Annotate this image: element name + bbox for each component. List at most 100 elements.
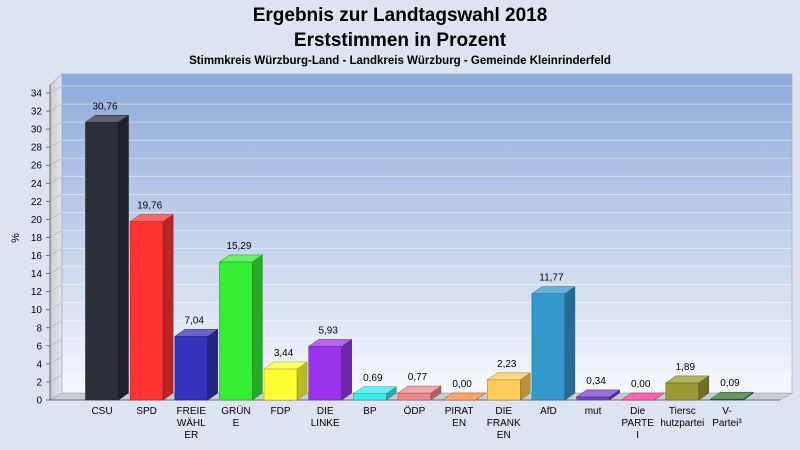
bar [486,372,532,401]
bar-front [219,261,253,401]
bar-top [441,392,487,401]
bar-top [531,286,576,294]
gridline-wall [49,121,63,130]
gridline-wall [49,194,63,202]
category-label: EN [452,418,466,429]
category-label: Die [630,406,645,417]
value-label: 1,89 [676,362,696,373]
chart-subtitle: Stimmkreis Würzburg-Land - Landkreis Wür… [189,55,611,67]
bar-front [487,379,521,401]
y-tick-label: 24 [31,179,43,190]
category-label: BP [363,406,377,417]
value-label: 7,04 [185,315,205,326]
gridline-wall [49,103,63,112]
bar-top [129,214,174,222]
category-label: V- [722,406,731,417]
gridline-wall [49,266,63,274]
gridline-wall [49,374,63,383]
bar-front [263,368,298,401]
bar-top [307,339,353,347]
y-tick-label: 26 [31,161,43,172]
category-label: SPD [136,406,157,417]
value-label: 5,93 [318,325,338,336]
category-label: LINKE [311,418,340,429]
bar-top [352,386,398,395]
category-label: hutzpartei [660,418,704,429]
bar-top [486,372,532,381]
bar-front [576,396,610,401]
bar-front [85,122,119,401]
gridline-wall [49,320,63,329]
y-axis-label: % [10,233,22,243]
category-label: FREIE [177,406,207,417]
y-tick-label: 32 [31,107,43,118]
bar-top [84,115,130,123]
y-tick-label: 4 [36,359,42,370]
bar [173,328,219,401]
bar-top [620,392,665,401]
bar-front [531,293,566,401]
category-label: E [233,418,240,429]
gridline-wall [49,176,63,184]
category-label: ÖDP [404,405,426,417]
value-label: 0,09 [720,378,740,389]
value-label: 2,23 [497,359,517,370]
bar [129,214,174,401]
y-tick-label: 12 [31,287,43,298]
y-tick-label: 2 [36,377,42,388]
value-label: 0,00 [452,379,472,390]
bar [307,338,353,401]
gridline-wall [49,157,63,166]
category-label: CSU [91,406,112,417]
bar-top [665,375,710,384]
category-label: AfD [540,406,557,417]
bar [441,392,487,401]
bar-top [263,361,308,370]
value-label: 15,29 [226,241,251,252]
category-label: PIRAT [445,406,474,417]
gridline-wall [49,230,63,238]
y-tick-label: 8 [36,323,42,334]
y-tick-label: 20 [31,215,43,226]
y-tick-label: 18 [31,233,43,244]
bar [352,386,398,401]
category-label: DIE [495,406,512,417]
gridline-wall [49,248,63,256]
category-label: WÄHL [177,417,206,429]
bar-front [397,392,432,401]
y-tick-label: 10 [31,305,43,316]
value-label: 0,77 [408,372,428,383]
bar-side [118,114,129,401]
bar [575,389,621,401]
category-label: mut [585,406,602,417]
bar-front [129,221,164,401]
bar-side [252,254,263,401]
category-label: I [636,430,639,441]
bar-side [207,328,219,401]
value-label: 19,76 [137,201,162,212]
category-label: DIE [317,406,334,417]
category-label: FRANK [487,418,521,429]
category-label: Tiersc [669,406,696,417]
bar-top [173,329,219,337]
value-label: 11,77 [539,273,564,284]
category-label: Partei³ [712,418,742,429]
bar [531,286,576,401]
bar-top [397,385,442,394]
gridline-wall [49,356,63,365]
gridline-wall [49,302,63,310]
bar [709,391,755,401]
value-label: 0,34 [586,376,606,387]
bar-front [665,382,700,401]
bar-side [564,286,576,401]
bar-top [709,391,755,400]
chart-title-line2: Erststimmen in Prozent [294,30,507,51]
y-tick-label: 14 [31,269,43,280]
bar [620,392,665,401]
value-label: 30,76 [92,101,117,112]
gridline-wall [49,212,63,220]
gridline-wall [49,139,63,148]
